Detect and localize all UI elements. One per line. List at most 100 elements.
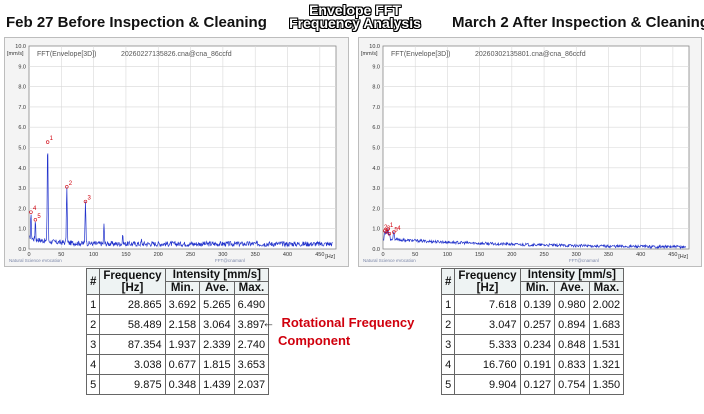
- table-row: 2 58.489 2.158 3.064 3.897: [85, 314, 270, 335]
- row-number: 3: [440, 334, 456, 355]
- y-tick-label: 2.0: [18, 206, 26, 212]
- x-tick-label: 350: [251, 252, 260, 258]
- x-tick-label: 100: [443, 252, 452, 258]
- table-row: 4 16.760 0.191 0.833 1.321: [440, 354, 625, 375]
- y-tick-label: 3.0: [372, 186, 380, 192]
- row-frequency: 5.333: [454, 334, 521, 355]
- footer-label: FFT@cnamanl: [215, 258, 245, 263]
- row-ave: 1.815: [199, 354, 235, 375]
- x-tick-label: 0: [27, 252, 30, 258]
- y-tick-label: 9.0: [372, 64, 380, 70]
- y-tick-label: 4.0: [372, 166, 380, 172]
- table-row: 3 87.354 1.937 2.339 2.740: [85, 334, 270, 355]
- peak-marker: [387, 231, 392, 236]
- row-ave: 1.439: [199, 374, 235, 395]
- frequency-unit: [Hz]: [121, 281, 144, 294]
- row-number: 4: [440, 354, 456, 375]
- y-tick-label: 10.0: [369, 44, 380, 50]
- peak-label: 3: [87, 196, 91, 202]
- x-tick-label: 200: [154, 252, 163, 258]
- y-axis-unit: [mm/s]: [7, 51, 24, 57]
- peak-marker: [384, 230, 389, 234]
- table-row: 1 7.618 0.139 0.980 2.002: [440, 294, 625, 315]
- row-ave: 2.339: [199, 334, 235, 355]
- y-tick-label: 7.0: [18, 105, 26, 111]
- row-ave: 0.754: [554, 374, 590, 395]
- table-row: 4 3.038 0.677 1.815 3.653: [85, 354, 270, 375]
- col-header-min: Min.: [519, 281, 556, 295]
- row-min: 3.692: [164, 294, 201, 315]
- col-header-frequency: Frequency [Hz]: [99, 268, 166, 295]
- row-max: 1.683: [588, 314, 625, 335]
- row-frequency: 58.489: [99, 314, 166, 335]
- row-number: 5: [440, 374, 456, 395]
- row-frequency: 9.904: [454, 374, 521, 395]
- row-frequency: 87.354: [99, 334, 166, 355]
- y-tick-label: 1.0: [18, 227, 26, 233]
- y-tick-label: 9.0: [18, 64, 26, 70]
- row-frequency: 16.760: [454, 354, 521, 375]
- row-number: 5: [85, 374, 101, 395]
- y-tick-label: 5.0: [372, 146, 380, 152]
- row-frequency: 3.038: [99, 354, 166, 375]
- row-number: 1: [85, 294, 101, 315]
- spectrum-series-line: [383, 227, 686, 250]
- brand-label: Natural Science eVocation: [9, 258, 62, 263]
- y-axis-unit: [mm/s]: [361, 51, 378, 57]
- row-ave: 0.833: [554, 354, 590, 375]
- x-tick-label: 150: [475, 252, 484, 258]
- plot-title: FFT(Envelope[3D]): [391, 51, 451, 58]
- row-number: 3: [85, 334, 101, 355]
- peak-label: 4: [397, 226, 401, 232]
- plot-title: FFT(Envelope[3D]): [37, 51, 97, 58]
- col-header-min: Min.: [164, 281, 201, 295]
- row-max: 1.350: [588, 374, 625, 395]
- plot-filename: 20260227135826.cna@cna_86ccfd: [121, 51, 232, 58]
- col-header-no: #: [85, 268, 101, 295]
- annotation-line2: Component: [278, 333, 351, 348]
- col-header-intensity: Intensity [mm/s]: [164, 268, 270, 282]
- right-title: March 2 After Inspection & Cleaning: [452, 14, 704, 31]
- row-max: 3.653: [233, 354, 270, 375]
- peak-marker: [45, 140, 50, 144]
- row-ave: 0.894: [554, 314, 590, 335]
- row-number: 2: [85, 314, 101, 335]
- x-tick-label: 450: [315, 252, 324, 258]
- frequency-unit: [Hz]: [476, 281, 499, 294]
- fft-chart-after: 0.0 1.0 2.0 3.0 4.0 5.0 6.0 7.0 8.0 9.0 10.0 0 50 100…: [358, 37, 702, 267]
- peak-marker: [83, 199, 88, 204]
- x-tick-label: 250: [186, 252, 195, 258]
- table-row: 5 9.904 0.127 0.754 1.350: [440, 374, 625, 395]
- row-min: 0.191: [519, 354, 556, 375]
- col-header-ave: Ave.: [199, 281, 235, 295]
- peak-label: 1: [390, 223, 394, 229]
- row-max: 2.740: [233, 334, 270, 355]
- col-header-max: Max.: [233, 281, 270, 295]
- peak-label: 3: [387, 226, 391, 232]
- y-tick-label: 6.0: [372, 125, 380, 131]
- x-tick-label: 300: [572, 252, 581, 258]
- row-ave: 5.265: [199, 294, 235, 315]
- y-tick-label: 6.0: [18, 125, 26, 131]
- row-min: 0.234: [519, 334, 556, 355]
- peak-table-after: # Frequency [Hz] Intensity [mm/s] Min. Av…: [440, 268, 625, 395]
- frequency-label: Frequency: [458, 269, 517, 282]
- spectrum-series-line: [29, 153, 333, 248]
- y-tick-label: 7.0: [372, 105, 380, 111]
- col-header-ave: Ave.: [554, 281, 590, 295]
- x-tick-label: 50: [412, 252, 418, 258]
- row-max: 2.002: [588, 294, 625, 315]
- col-header-no: #: [440, 268, 456, 295]
- x-tick-label: 200: [507, 252, 516, 258]
- footer-label: FFT@cnamanl: [569, 258, 599, 263]
- y-tick-label: 1.0: [372, 227, 380, 233]
- table-row: 1 28.865 3.692 5.265 6.490: [85, 294, 270, 315]
- y-tick-label: 0.0: [372, 247, 380, 253]
- x-tick-label: 0: [381, 252, 384, 258]
- y-tick-label: 5.0: [18, 146, 26, 152]
- peak-label: 5: [394, 228, 398, 234]
- center-title: Envelope FFT Frequency Analysis: [285, 3, 425, 30]
- left-title: Feb 27 Before Inspection & Cleaning: [6, 14, 267, 31]
- table-row: 5 9.875 0.348 1.439 2.037: [85, 374, 270, 395]
- col-header-intensity: Intensity [mm/s]: [519, 268, 625, 282]
